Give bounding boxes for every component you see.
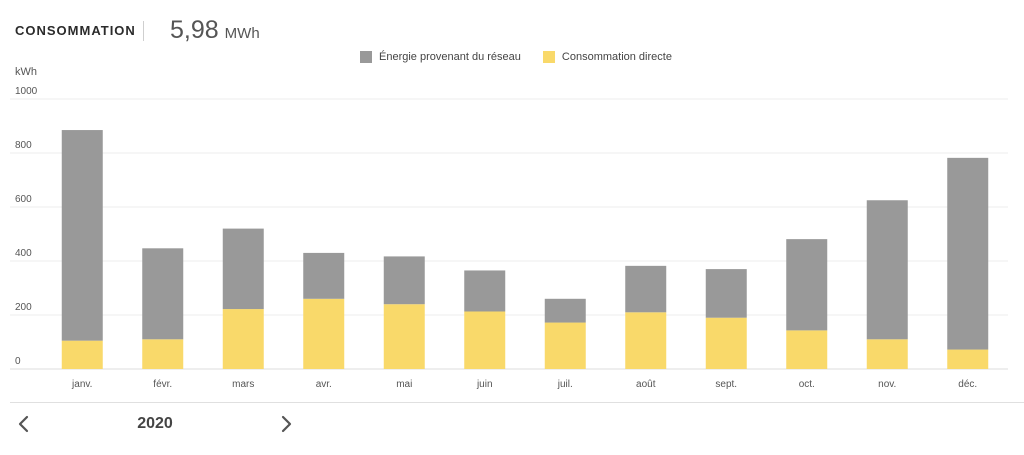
legend-swatch-direct	[542, 51, 555, 63]
consumption-bar-chart: kWh 0 200 400 600 800 1000 janv. févr. mars avr. ma…	[10, 66, 1008, 390]
legend-label-direct: Consommation directe	[561, 51, 672, 63]
x-tick-label-6: juil.	[557, 379, 573, 390]
bar-grid-10	[866, 200, 908, 340]
x-tick-label-3: avr.	[316, 379, 332, 390]
x-tick-label-1: févr.	[153, 379, 172, 390]
bar-direct-4	[383, 304, 425, 369]
bar-grid-11	[947, 157, 989, 350]
y-tick-label-0: 0	[15, 356, 21, 367]
bar-grid-5	[464, 270, 506, 312]
x-tick-label-0: janv.	[71, 379, 92, 390]
bar-direct-6	[544, 322, 586, 369]
legend: Énergie provenant du réseau Consommation…	[360, 51, 694, 63]
bar-grid-2	[222, 228, 264, 310]
y-axis-unit: kWh	[15, 66, 37, 78]
bar-direct-7	[625, 312, 667, 369]
x-tick-label-4: mai	[396, 379, 412, 390]
bar-grid-1	[142, 248, 184, 340]
bar-grid-9	[786, 239, 828, 331]
y-tick-label-1000: 1000	[15, 86, 38, 97]
legend-item-grid[interactable]: Énergie provenant du réseau	[360, 51, 521, 63]
footer-divider	[10, 402, 1024, 403]
chevron-right-icon	[281, 415, 292, 433]
x-tick-label-9: oct.	[799, 379, 815, 390]
chevron-left-icon	[18, 415, 29, 433]
bar-direct-9	[786, 330, 828, 369]
bar-direct-10	[866, 339, 908, 369]
bar-direct-2	[222, 309, 264, 369]
section-title: CONSOMMATION	[15, 23, 136, 38]
bar-grid-3	[303, 252, 345, 299]
x-tick-label-8: sept.	[715, 379, 737, 390]
y-tick-label-200: 200	[15, 302, 32, 313]
y-tick-label-400: 400	[15, 248, 32, 259]
total-value: 5,98	[170, 16, 219, 44]
bar-direct-1	[142, 339, 184, 369]
x-tick-label-5: juin	[476, 379, 493, 390]
total-unit: MWh	[224, 25, 260, 42]
y-tick-label-800: 800	[15, 140, 32, 151]
next-year-button[interactable]	[274, 412, 298, 436]
bar-grid-0	[61, 130, 103, 341]
bar-grid-4	[383, 256, 425, 305]
bar-direct-8	[705, 317, 747, 369]
legend-label-grid: Énergie provenant du réseau	[379, 51, 521, 63]
x-tick-label-11: déc.	[958, 379, 977, 390]
legend-item-direct[interactable]: Consommation directe	[542, 51, 672, 63]
bar-direct-5	[464, 311, 506, 369]
x-tick-label-7: août	[636, 379, 656, 390]
bar-direct-11	[947, 349, 989, 369]
total-consumption: 5,98 MWh	[170, 16, 260, 45]
bar-direct-3	[303, 298, 345, 369]
previous-year-button[interactable]	[12, 412, 36, 436]
y-tick-label-600: 600	[15, 194, 32, 205]
legend-swatch-grid	[360, 51, 372, 63]
chart-header: CONSOMMATION 5,98 MWh	[0, 0, 1024, 60]
x-tick-label-2: mars	[232, 379, 254, 390]
x-tick-label-10: nov.	[878, 379, 896, 390]
bar-grid-7	[625, 265, 667, 313]
bar-grid-8	[705, 269, 747, 318]
year-label: 2020	[137, 415, 173, 432]
bar-grid-6	[544, 298, 586, 323]
bar-direct-0	[61, 340, 103, 369]
header-divider	[143, 21, 144, 41]
